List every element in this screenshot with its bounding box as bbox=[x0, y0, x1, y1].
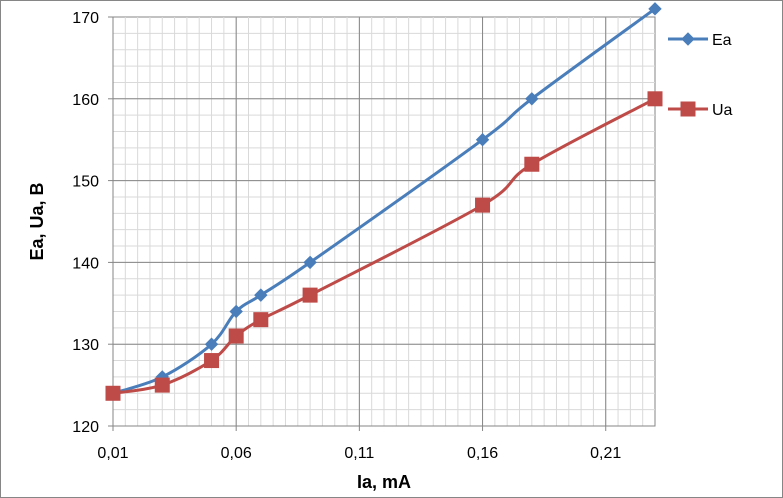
data-point bbox=[302, 287, 318, 303]
data-point bbox=[254, 288, 268, 302]
data-point bbox=[229, 304, 243, 319]
x-tick-label: 0,16 bbox=[467, 445, 498, 462]
series-ua bbox=[105, 91, 663, 401]
x-tick-label: 0,06 bbox=[221, 445, 252, 462]
y-tick-label: 170 bbox=[72, 10, 99, 27]
legend-marker bbox=[681, 32, 695, 46]
y-tick-label: 130 bbox=[72, 337, 99, 354]
y-tick-label: 160 bbox=[72, 92, 99, 109]
y-tick-label: 150 bbox=[72, 174, 99, 191]
data-point bbox=[524, 156, 540, 172]
data-point bbox=[154, 377, 170, 393]
legend-label: Ea bbox=[712, 32, 732, 49]
plot-area bbox=[112, 16, 656, 427]
x-tick-label: 0,21 bbox=[590, 445, 621, 462]
legend-label: Ua bbox=[712, 102, 733, 119]
y-tick-label: 120 bbox=[72, 419, 99, 436]
x-tick-label: 0,11 bbox=[344, 445, 374, 462]
gridlines bbox=[113, 17, 655, 426]
legend-marker bbox=[680, 101, 696, 117]
data-point bbox=[475, 197, 491, 213]
data-point bbox=[204, 353, 220, 369]
data-point bbox=[525, 92, 539, 106]
legend-item-ea: Ea bbox=[668, 32, 732, 49]
data-point bbox=[475, 132, 490, 147]
series-layer bbox=[105, 2, 663, 401]
data-point bbox=[204, 337, 219, 351]
legend: Ea Ua bbox=[668, 32, 733, 119]
data-point bbox=[228, 328, 244, 344]
x-axis-title: Ia, mA bbox=[357, 472, 411, 492]
series-ea bbox=[106, 2, 662, 400]
data-point bbox=[303, 255, 317, 270]
data-point bbox=[647, 91, 663, 107]
x-tick-label: 0,01 bbox=[97, 445, 128, 462]
legend-item-ua: Ua bbox=[668, 101, 733, 119]
axes: 0,01 0,06 0,11 0,16 0,21 120 130 140 150 160 170 bbox=[72, 10, 655, 462]
data-point bbox=[648, 2, 662, 16]
data-point bbox=[105, 385, 121, 401]
y-tick-label: 140 bbox=[72, 255, 99, 272]
y-axis-title: Ea, Ua, В bbox=[27, 182, 47, 260]
data-point bbox=[253, 312, 269, 328]
